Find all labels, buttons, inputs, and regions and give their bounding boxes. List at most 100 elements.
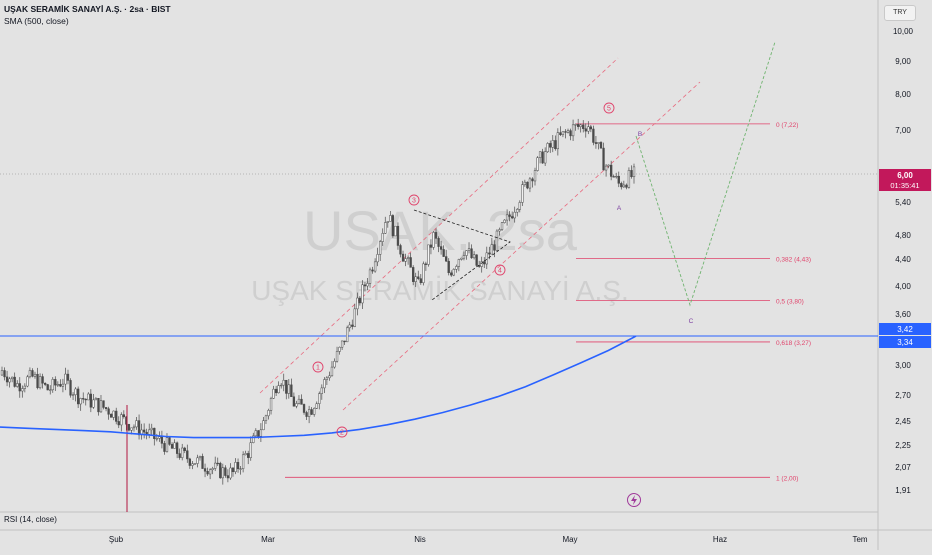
candle [99,394,103,413]
wave-label-3: 3 [408,194,420,206]
candle-body [234,462,237,473]
candle [391,214,395,238]
candle-body [490,244,494,255]
price-axis[interactable]: 10,00 9,00 8,00 7,00 5,40 4,80 4,40 4,00 3,60 3,0… [0,27,931,495]
candle-body [518,202,521,210]
candle [49,385,52,395]
candle-body [569,130,572,137]
wave-label-circle [312,361,324,373]
candle-body [472,254,476,259]
candle [610,160,613,181]
candle [206,467,209,476]
candle [437,236,440,253]
price-tick-label: 2,07 [895,463,911,472]
horizontal-line-value: 3,42 [897,325,913,334]
candle-body [310,409,313,415]
candle [556,128,560,156]
drawing-overlays[interactable]: 1 2 3 4 5 A B C [312,41,776,507]
candle [348,321,351,332]
candle-body [257,430,260,437]
candle-body [620,183,623,188]
candle [607,164,610,169]
candle [599,141,603,149]
candle-body [285,379,288,394]
candle [236,458,240,473]
candle-body [16,383,19,387]
candle-body [295,403,298,407]
candle-body [239,468,242,470]
candle-body [11,376,14,380]
candle-body [191,463,194,466]
candle [544,147,547,167]
candle-body [528,178,532,189]
lightning-icon[interactable] [627,493,641,507]
candle-body [366,283,369,287]
candle [305,410,308,420]
rsi-legend[interactable]: RSI (14, close) [4,515,57,524]
sma-series [0,335,637,439]
candle [302,403,306,415]
candle-body [84,398,87,401]
candle [561,131,565,138]
candle-body [386,221,389,223]
candle [188,457,191,469]
candle-body [432,232,435,248]
candle [335,346,339,363]
candle [328,371,331,381]
trend-channel[interactable] [0,57,878,411]
candle [87,392,90,401]
candle [5,370,9,387]
candle [160,430,164,449]
candle [500,222,504,231]
candle [508,211,511,222]
candle [135,416,138,430]
candle-body [396,225,400,246]
last-price-value: 6,00 [897,171,913,180]
candle [21,385,24,398]
wave-label-5: 5 [603,102,615,114]
candle [485,246,488,270]
indicator-legend[interactable]: SMA (500, close) [4,16,69,26]
candle [122,410,125,419]
candle [320,384,323,400]
candle [630,165,633,179]
candle-body [485,252,488,265]
candle-body [137,420,141,436]
price-tick-label: 2,70 [895,391,911,400]
time-tick-label: Haz [713,535,727,544]
candle [528,177,532,193]
candle [175,441,179,459]
candle-body [249,442,252,458]
candle-body [241,454,245,469]
symbol-title[interactable]: UŞAK SERAMİK SANAYİ A.Ş. · 2sa · BIST [4,4,171,14]
candle [181,443,184,461]
candle-body [424,263,428,265]
candle-body [193,463,197,465]
time-axis[interactable]: Şub Mar Nis May Haz Tem [109,535,868,544]
candle-body [214,462,217,469]
candle [259,423,263,442]
candle-body [505,214,509,221]
candle-body [371,269,374,272]
wave-label-circle [494,264,506,276]
candle-body [584,128,587,132]
candle [376,247,379,267]
candle [229,463,232,480]
candle-body [546,143,549,152]
candle-body [49,389,52,391]
price-tick-label: 4,00 [895,282,911,291]
candle-body [450,272,453,276]
price-tick-label: 3,60 [895,310,911,319]
candle [434,228,438,245]
candle-body [186,450,189,460]
candle [356,292,359,316]
candle-body [439,246,443,250]
candle-body [221,467,224,479]
currency-button[interactable]: TRY [884,5,916,21]
lightning-icon-ring [627,493,641,507]
fibonacci-levels[interactable]: 0 (7,22) 0,382 (4,43) 0,5 (3,80) 0,618 (3,2… [285,122,811,482]
wave-label-text: 1 [316,365,320,372]
wave-label-text: 2 [340,430,344,437]
